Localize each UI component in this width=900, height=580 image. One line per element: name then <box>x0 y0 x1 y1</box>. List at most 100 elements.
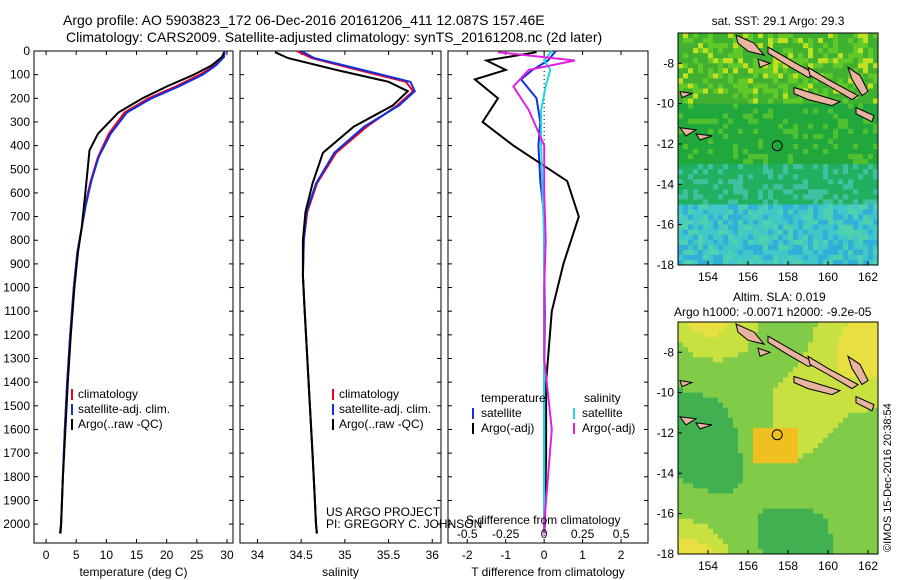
map-cell <box>783 38 789 44</box>
map-cell <box>788 362 794 368</box>
map-cell <box>828 357 834 363</box>
map-cell <box>698 219 704 226</box>
map-cell <box>808 204 814 210</box>
map-cell <box>783 194 789 200</box>
map-cell <box>833 438 839 444</box>
map-cell <box>743 347 749 353</box>
x-tick-label-salinity: 34 <box>251 548 265 562</box>
map-cell <box>778 362 784 368</box>
map-cell <box>738 503 744 510</box>
map-cell <box>753 412 759 419</box>
map-cell <box>858 538 864 545</box>
map-cell <box>723 337 729 343</box>
map-cell <box>728 123 734 130</box>
map-cell <box>703 513 709 520</box>
map-cell <box>823 184 829 190</box>
map-cell <box>833 53 839 59</box>
map-cell <box>748 422 754 429</box>
map-cell <box>848 432 854 439</box>
map-y-tick-label: -16 <box>657 218 675 232</box>
map-cell <box>778 68 784 74</box>
map-cell <box>743 508 749 515</box>
map-cell <box>718 43 724 49</box>
map-cell <box>763 108 769 115</box>
map-cell <box>703 352 709 358</box>
map-cell <box>793 103 799 110</box>
map-cell <box>728 58 734 64</box>
map-cell <box>763 234 769 241</box>
map-cell <box>853 209 859 215</box>
map-cell <box>703 259 709 266</box>
map-cell <box>708 154 714 160</box>
map-cell <box>828 164 834 170</box>
map-cell <box>718 199 724 205</box>
map-cell <box>808 422 814 429</box>
map-cell <box>693 214 699 221</box>
map-cell <box>853 453 859 459</box>
map-cell <box>708 219 714 226</box>
map-cell <box>798 453 804 459</box>
y-tick-label: 800 <box>10 233 30 247</box>
map-cell <box>728 362 734 368</box>
map-cell <box>868 128 874 135</box>
map-cell <box>798 244 804 251</box>
map-cell <box>738 377 744 383</box>
map-cell <box>728 458 734 464</box>
map-cell <box>768 387 774 394</box>
map-cell <box>718 154 724 160</box>
map-cell <box>768 159 774 165</box>
map-cell <box>843 73 849 79</box>
map-cell <box>773 533 779 540</box>
map-cell <box>843 518 849 525</box>
map-cell <box>793 123 799 130</box>
map-cell <box>683 214 689 221</box>
map-cell <box>708 387 714 394</box>
map-cell <box>683 174 689 180</box>
map-cell <box>838 407 844 414</box>
map-cell <box>828 93 834 99</box>
map-cell <box>853 332 859 338</box>
map-cell <box>738 234 744 241</box>
map-cell <box>713 518 719 525</box>
map-cell <box>758 458 764 464</box>
map-cell <box>843 143 849 150</box>
map-cell <box>708 367 714 373</box>
map-cell <box>708 468 714 474</box>
map-cell <box>698 73 704 79</box>
map-cell <box>838 448 844 454</box>
map-cell <box>848 143 854 150</box>
map-cell <box>868 219 874 226</box>
map-cell <box>753 93 759 99</box>
map-cell <box>683 138 689 145</box>
map-cell <box>733 352 739 358</box>
map-cell <box>853 543 859 550</box>
map-cell <box>748 149 754 155</box>
map-cell <box>793 382 799 388</box>
map-cell <box>698 234 704 241</box>
map-cell <box>868 453 874 459</box>
map-cell <box>683 53 689 59</box>
map-cell <box>808 488 814 494</box>
map-cell <box>688 254 694 261</box>
map-cell <box>813 184 819 190</box>
map-cell <box>873 347 879 353</box>
map-cell <box>853 538 859 545</box>
map-cell <box>738 473 744 479</box>
map-cell <box>783 402 789 409</box>
map-cell <box>783 483 789 489</box>
map-cell <box>758 53 764 59</box>
map-cell <box>758 249 764 256</box>
map-cell <box>773 453 779 459</box>
map-cell <box>828 327 834 333</box>
map-cell <box>713 367 719 373</box>
map-cell <box>873 402 879 409</box>
map-cell <box>798 73 804 79</box>
map-cell <box>803 538 809 545</box>
map-cell <box>783 88 789 94</box>
map-cell <box>753 184 759 190</box>
map-cell <box>838 483 844 489</box>
map-cell <box>868 174 874 180</box>
map-cell <box>773 123 779 130</box>
map-cell <box>688 149 694 155</box>
map-cell <box>758 184 764 190</box>
